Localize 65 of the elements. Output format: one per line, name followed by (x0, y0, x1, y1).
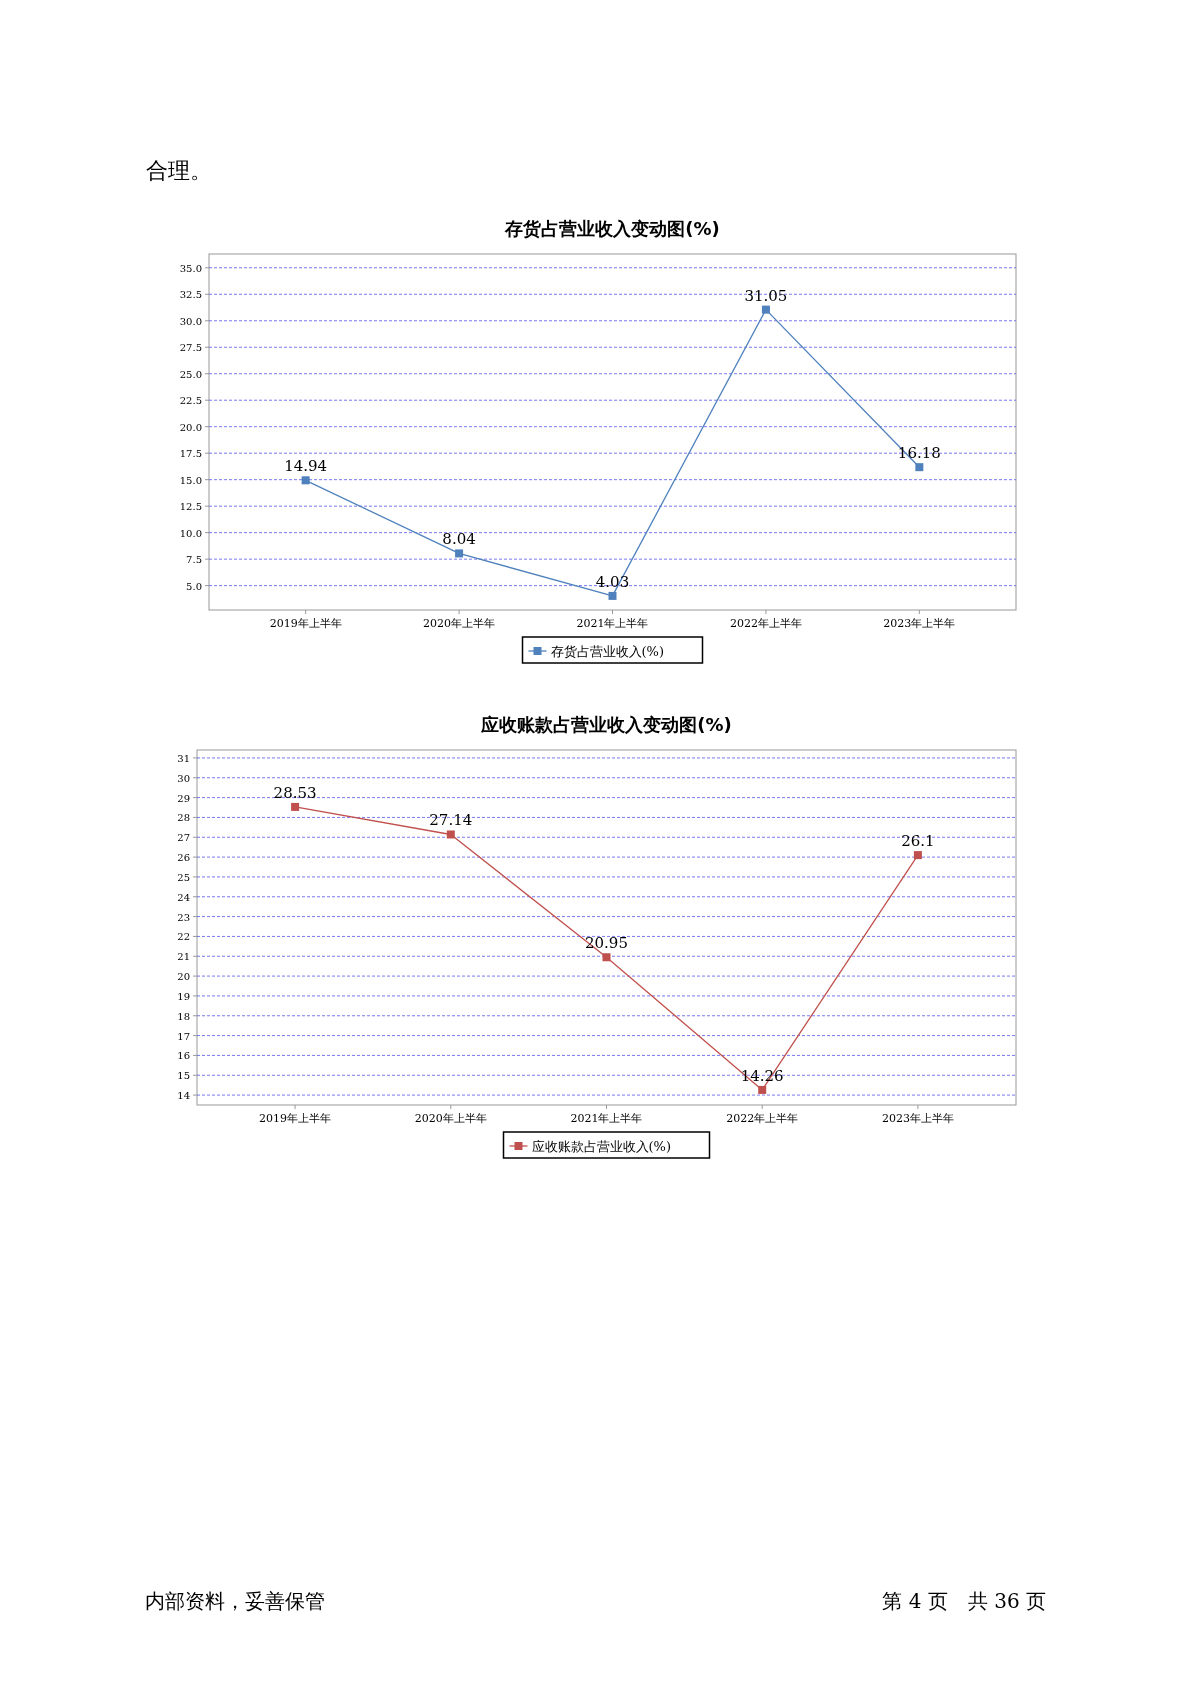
point (758, 1085, 767, 1094)
point (301, 476, 310, 485)
y-tick-label: 5.0 (186, 580, 202, 592)
data-label: 27.14 (429, 811, 473, 830)
y-tick-label: 25 (177, 871, 190, 883)
y-tick-label: 21 (177, 951, 190, 963)
y-tick-label: 7.5 (186, 554, 202, 566)
y-tick-label: 26 (177, 852, 190, 864)
x-tick-label: 2022年上半年 (729, 617, 802, 630)
x-tick-label: 2023年上半年 (883, 617, 956, 630)
y-tick-label: 20 (177, 971, 190, 983)
x-tick-label: 2020年上半年 (423, 617, 496, 630)
point (455, 549, 464, 558)
data-label: 8.04 (442, 530, 476, 549)
y-tick-label: 32.5 (179, 289, 202, 301)
y-tick-label: 35.0 (179, 262, 202, 274)
legend-label: 应收账款占营业收入(%) (531, 1139, 671, 1154)
y-tick-label: 27.5 (179, 342, 202, 354)
x-tick-label: 2020年上半年 (414, 1112, 487, 1125)
y-tick-label: 31 (177, 752, 190, 764)
x-tick-label: 2021年上半年 (576, 617, 649, 630)
data-label: 26.1 (901, 832, 935, 851)
y-tick-label: 20.0 (179, 421, 202, 433)
y-tick-label: 25.0 (179, 368, 202, 380)
y-tick-label: 22.5 (179, 395, 202, 407)
text: 合理。 (146, 158, 212, 183)
data-label: 14.94 (284, 457, 328, 476)
y-tick-label: 30 (177, 772, 190, 784)
y-tick-label: 14 (177, 1090, 190, 1102)
data-label: 31.05 (744, 286, 788, 305)
y-tick-label: 29 (177, 792, 190, 804)
y-tick-label: 10.0 (179, 527, 202, 539)
data-label: 20.95 (585, 934, 628, 953)
x-tick-label: 2019年上半年 (259, 1112, 332, 1125)
y-tick-label: 17.5 (179, 448, 202, 460)
text: 第 4 页 共 36 页 (882, 1589, 1046, 1613)
y-tick-label: 17 (177, 1030, 190, 1042)
point (446, 830, 455, 839)
y-tick-label: 15.0 (179, 474, 202, 486)
data-label: 28.53 (273, 783, 317, 802)
point (608, 591, 617, 600)
x-tick-label: 2023年上半年 (881, 1112, 954, 1125)
y-tick-label: 15 (177, 1070, 190, 1082)
y-tick-label: 18 (177, 1010, 190, 1022)
text: 内部资料，妥善保管 (145, 1589, 325, 1613)
point (291, 802, 300, 811)
y-tick-label: 16 (177, 1050, 190, 1062)
point (602, 953, 611, 962)
point (761, 305, 770, 314)
x-tick-label: 2022年上半年 (726, 1112, 799, 1125)
chart-title: 应收账款占营业收入变动图(%) (480, 714, 732, 735)
y-tick-label: 27 (177, 832, 190, 844)
y-tick-label: 12.5 (179, 501, 202, 513)
y-tick-label: 24 (177, 891, 190, 903)
legend-label: 存货占营业收入(%) (550, 644, 664, 659)
y-tick-label: 23 (177, 911, 190, 923)
x-tick-label: 2021年上半年 (570, 1112, 643, 1125)
point (915, 463, 924, 472)
point (913, 851, 922, 860)
y-tick-label: 19 (177, 990, 190, 1002)
y-tick-label: 22 (177, 931, 190, 943)
x-tick-label: 2019年上半年 (269, 617, 342, 630)
chart-title: 存货占营业收入变动图(%) (504, 218, 720, 239)
y-tick-label: 28 (177, 812, 190, 824)
y-tick-label: 30.0 (179, 315, 202, 327)
